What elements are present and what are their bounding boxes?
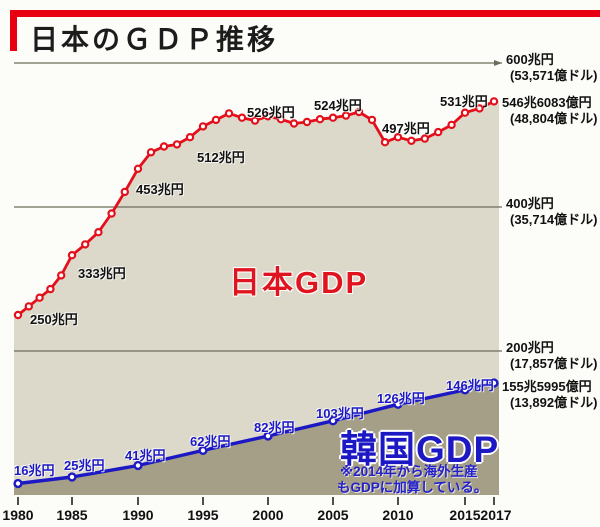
japan-data-marker (185, 132, 195, 142)
japan-data-marker (172, 140, 182, 149)
korea-end-value: 155兆5995億円 (502, 379, 592, 394)
korea-note-line1: ※2014年から海外生産 (340, 464, 478, 479)
japan-data-marker (434, 127, 443, 137)
japan-data-marker (94, 227, 103, 237)
japan-data-marker (393, 132, 403, 142)
japan-data-marker (407, 136, 416, 145)
korea-data-marker (67, 472, 77, 482)
japan-value-annotation: 250兆円 (30, 312, 78, 327)
korea-data-marker (133, 460, 143, 471)
gridline-label-200-usd: (17,857億ドル) (510, 355, 598, 371)
japan-data-marker (159, 142, 169, 151)
japan-data-marker (380, 137, 390, 147)
japan-end-value-usd: (48,804億ドル) (510, 110, 598, 126)
gridline-label-600-main: 600兆円 (506, 52, 554, 67)
korea-value-annotation: 62兆円 (190, 434, 231, 449)
japan-value-annotation: 453兆円 (136, 182, 184, 197)
x-tick-label-2005: 2005 (317, 507, 349, 523)
japan-data-marker (24, 302, 33, 311)
japan-data-marker (315, 114, 325, 124)
japan-data-marker (237, 113, 247, 122)
japan-data-marker (46, 284, 55, 294)
x-tick-label-1985: 1985 (56, 507, 88, 523)
japan-value-annotation: 512兆円 (197, 150, 245, 165)
japan-data-marker (198, 122, 208, 131)
japan-data-marker (57, 271, 66, 280)
x-tick-label-2000: 2000 (252, 507, 284, 523)
x-tick-label-1990: 1990 (122, 507, 154, 523)
japan-data-marker (367, 115, 377, 125)
gridline-600-arrowhead (494, 60, 502, 66)
japan-data-marker (475, 104, 484, 113)
japan-data-marker (354, 107, 364, 117)
japan-value-annotation: 524兆円 (314, 98, 362, 113)
korea-data-marker (263, 431, 273, 441)
japan-data-marker (302, 117, 312, 127)
korea-data-marker (489, 378, 499, 388)
korea-data-marker (198, 445, 208, 456)
japan-series-label: 日本GDP (229, 265, 369, 300)
japan-value-annotation: 333兆円 (78, 266, 126, 281)
japan-data-marker (67, 250, 77, 260)
japan-value-annotation: 531兆円 (440, 94, 488, 109)
korea-data-marker (393, 399, 403, 409)
japan-end-value: 546兆6083億円 (502, 95, 592, 110)
japan-data-marker (420, 134, 429, 143)
korea-data-marker (460, 385, 470, 395)
korea-value-annotation: 146兆円 (446, 378, 494, 393)
japan-data-marker (341, 111, 351, 120)
japan-area-fill (14, 101, 499, 496)
korea-value-annotation: 16兆円 (14, 463, 55, 478)
gridline-label-400-main: 400兆円 (506, 196, 554, 211)
x-tick-label-2017: 2017 (480, 507, 512, 523)
japan-data-marker (120, 187, 130, 197)
japan-data-marker (447, 120, 456, 130)
korea-end-value-label: 155兆5995億円 (13,892億ドル) (502, 379, 597, 410)
japan-data-marker (289, 119, 299, 128)
japan-data-marker (276, 114, 286, 124)
gridline-label-200-main: 200兆円 (506, 340, 554, 355)
japan-data-marker (250, 116, 260, 125)
title-left-rule (10, 10, 17, 51)
japan-data-marker (224, 109, 234, 118)
korea-series-label: 韓国GDP (340, 429, 500, 470)
japan-data-marker (35, 293, 44, 302)
japan-data-marker (328, 113, 338, 122)
korea-value-annotation: 82兆円 (254, 420, 295, 435)
japan-data-marker (211, 115, 221, 125)
japan-data-marker (263, 112, 273, 121)
x-tick-label-2015: 2015 (449, 507, 481, 523)
x-tick-label-1995: 1995 (187, 507, 219, 523)
korea-data-marker (328, 416, 338, 426)
gridline-label-600: 600兆円 (53,571億ドル) (506, 52, 597, 83)
korea-value-annotation: 126兆円 (377, 391, 425, 406)
gridline-label-200: 200兆円 (17,857億ドル) (506, 340, 597, 371)
korea-end-value-usd: (13,892億ドル) (510, 394, 598, 410)
japan-end-value-label: 546兆6083億円 (48,804億ドル) (502, 95, 597, 126)
japan-value-annotation: 526兆円 (247, 105, 295, 120)
x-tick-label-1980: 1980 (2, 507, 34, 523)
japan-data-marker (460, 108, 470, 117)
korea-value-annotation: 25兆円 (64, 458, 105, 473)
japan-data-marker (133, 164, 143, 173)
gridline-label-400-usd: (35,714億ドル) (510, 211, 598, 227)
gridline-label-600-usd: (53,571億ドル) (510, 67, 598, 83)
japan-data-marker (489, 97, 499, 106)
korea-value-annotation: 103兆円 (316, 406, 364, 421)
japan-data-marker (146, 148, 156, 157)
japan-value-annotation: 497兆円 (382, 121, 430, 136)
x-tick-label-2010: 2010 (382, 507, 414, 523)
gridline-label-400: 400兆円 (35,714億ドル) (506, 196, 597, 227)
japan-data-marker (107, 209, 116, 218)
japan-data-marker (13, 310, 23, 320)
korea-data-marker (13, 478, 23, 489)
korea-note-line2: もGDPに加算している。 (337, 480, 488, 495)
korea-value-annotation: 41兆円 (125, 448, 166, 463)
japan-data-marker (80, 240, 90, 249)
page-title: 日本のＧＤＰ推移 (30, 25, 279, 56)
title-top-rule (10, 10, 600, 17)
